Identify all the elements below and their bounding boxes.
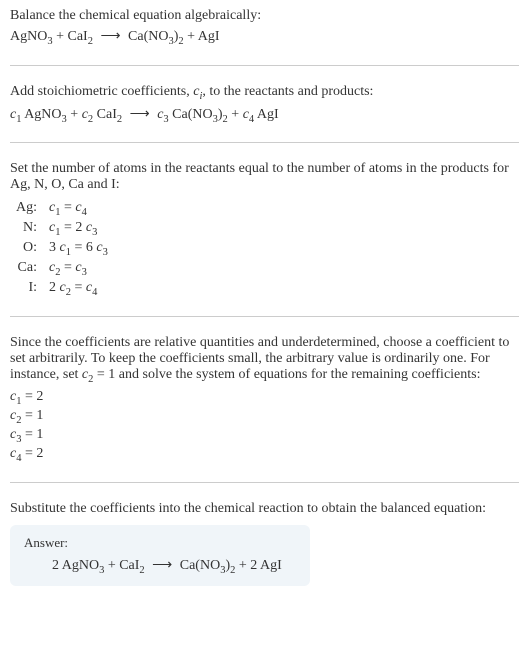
eq-sign: = xyxy=(60,200,75,215)
sp3: Ca(NO xyxy=(169,107,213,122)
section-substitute: Substitute the coefficients into the che… xyxy=(10,501,519,586)
element-label: O: xyxy=(10,239,43,259)
element-label: I: xyxy=(10,279,43,299)
c-val: = 1 xyxy=(21,427,43,442)
equation-cell: c2 = c3 xyxy=(43,259,114,279)
balanced-equation: 2 AgNO3 + CaI2 ⟶ Ca(NO3)2 + 2 AgI xyxy=(24,557,296,576)
reactant-2-sub: 2 xyxy=(88,36,93,47)
rhs-sub: 3 xyxy=(92,227,97,238)
sp4: AgI xyxy=(254,107,279,122)
equation-cell: c1 = c4 xyxy=(43,199,114,219)
element-label: Ag: xyxy=(10,199,43,219)
intro-post: = 1 and solve the system of equations fo… xyxy=(93,367,480,382)
product-2: AgI xyxy=(198,29,220,44)
section-solve: Since the coefficients are relative quan… xyxy=(10,335,519,483)
element-label: N: xyxy=(10,219,43,239)
intro-pre: Add stoichiometric coefficients, xyxy=(10,84,193,99)
rhs-sub: 3 xyxy=(103,247,108,258)
reactant-2: CaI xyxy=(68,29,88,44)
ans-pre2: Ca(NO xyxy=(180,558,220,573)
sp2-sub: 2 xyxy=(117,113,122,124)
section-atom-equations: Set the number of atoms in the reactants… xyxy=(10,161,519,317)
plus-1: + xyxy=(67,107,82,122)
atoms-table: Ag: c1 = c4 N: c1 = 2 c3 O: 3 c1 = 6 c3 … xyxy=(10,199,114,298)
answer-box: Answer: 2 AgNO3 + CaI2 ⟶ Ca(NO3)2 + 2 Ag… xyxy=(10,525,310,586)
unbalanced-equation: AgNO3 + CaI2 ⟶ Ca(NO3)2 + AgI xyxy=(10,28,519,47)
rhs-sub: 4 xyxy=(82,207,87,218)
c-val: = 2 xyxy=(21,389,43,404)
table-row: I: 2 c2 = c4 xyxy=(10,279,114,299)
rhs-sub: 3 xyxy=(82,267,87,278)
coeff-item: c3 = 1 xyxy=(10,427,519,445)
coefficient-list: c1 = 2 c2 = 1 c3 = 1 c4 = 2 xyxy=(10,389,519,463)
intro-text: Since the coefficients are relative quan… xyxy=(10,335,519,385)
coeff-item: c1 = 2 xyxy=(10,389,519,407)
element-label: Ca: xyxy=(10,259,43,279)
coeff-item: c4 = 2 xyxy=(10,446,519,464)
arrow-icon: ⟶ xyxy=(148,558,176,573)
section-stoichiometric: Add stoichiometric coefficients, ci, to … xyxy=(10,84,519,144)
coeff-item: c2 = 1 xyxy=(10,408,519,426)
table-row: O: 3 c1 = 6 c3 xyxy=(10,239,114,259)
reactant-1: AgNO xyxy=(10,29,47,44)
sp2: CaI xyxy=(93,107,117,122)
plus-2: + xyxy=(228,107,243,122)
intro-text: Add stoichiometric coefficients, ci, to … xyxy=(10,84,519,102)
table-row: N: c1 = 2 c3 xyxy=(10,219,114,239)
ans-sub2: 2 xyxy=(139,565,144,576)
plus-2: + xyxy=(184,29,198,44)
sp1: AgNO xyxy=(21,107,61,122)
ans-plus2: + 2 AgI xyxy=(235,558,281,573)
product-1: Ca(NO xyxy=(128,29,168,44)
rhs-sub: 4 xyxy=(92,286,97,297)
eq-sign: = xyxy=(60,260,75,275)
lhs-pre: 2 xyxy=(49,280,60,295)
eq-sign: = 6 xyxy=(71,240,96,255)
plus-1: + xyxy=(53,29,68,44)
intro-text: Balance the chemical equation algebraica… xyxy=(10,8,519,24)
arrow-icon: ⟶ xyxy=(96,29,124,44)
intro-text: Set the number of atoms in the reactants… xyxy=(10,161,519,193)
eq-sign: = xyxy=(71,280,86,295)
c-val: = 2 xyxy=(21,446,43,461)
eq-sign: = 2 xyxy=(60,220,85,235)
equation-cell: 2 c2 = c4 xyxy=(43,279,114,299)
coefficient-equation: c1 AgNO3 + c2 CaI2 ⟶ c3 Ca(NO3)2 + c4 Ag… xyxy=(10,106,519,125)
section-balance-intro: Balance the chemical equation algebraica… xyxy=(10,8,519,66)
arrow-icon: ⟶ xyxy=(126,107,154,122)
table-row: Ag: c1 = c4 xyxy=(10,199,114,219)
equation-cell: 3 c1 = 6 c3 xyxy=(43,239,114,259)
answer-label: Answer: xyxy=(24,535,296,551)
intro-post: , to the reactants and products: xyxy=(202,84,373,99)
intro-text: Substitute the coefficients into the che… xyxy=(10,501,519,517)
table-row: Ca: c2 = c3 xyxy=(10,259,114,279)
lhs-pre: 3 xyxy=(49,240,60,255)
ans-plus1: + CaI xyxy=(104,558,139,573)
ans-pre1: 2 AgNO xyxy=(52,558,99,573)
c-val: = 1 xyxy=(21,408,43,423)
equation-cell: c1 = 2 c3 xyxy=(43,219,114,239)
